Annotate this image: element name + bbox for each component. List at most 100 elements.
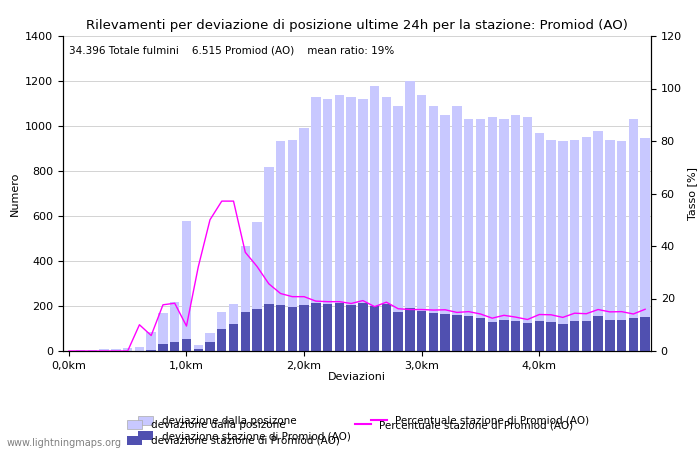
Bar bbox=[535, 133, 544, 351]
Bar bbox=[393, 311, 403, 351]
Bar bbox=[582, 137, 591, 351]
Bar bbox=[440, 115, 450, 351]
Bar bbox=[570, 140, 580, 351]
Bar bbox=[170, 342, 179, 351]
Bar bbox=[617, 140, 626, 351]
Bar bbox=[158, 313, 168, 351]
Title: Rilevamenti per deviazione di posizione ultime 24h per la stazione: Promiod (AO): Rilevamenti per deviazione di posizione … bbox=[86, 19, 628, 32]
Bar bbox=[640, 139, 650, 351]
Bar bbox=[217, 311, 227, 351]
Bar bbox=[405, 81, 414, 351]
Bar bbox=[182, 339, 191, 351]
X-axis label: Deviazioni: Deviazioni bbox=[328, 372, 386, 382]
Bar bbox=[629, 319, 638, 351]
Bar bbox=[546, 322, 556, 351]
Bar bbox=[252, 222, 262, 351]
Bar bbox=[428, 106, 438, 351]
Bar bbox=[358, 99, 368, 351]
Bar bbox=[134, 346, 144, 351]
Bar bbox=[382, 304, 391, 351]
Bar bbox=[123, 348, 132, 351]
Bar bbox=[558, 140, 568, 351]
Bar bbox=[276, 140, 286, 351]
Bar bbox=[582, 320, 591, 351]
Bar bbox=[605, 140, 615, 351]
Bar bbox=[205, 333, 215, 351]
Bar bbox=[417, 94, 426, 351]
Bar bbox=[193, 349, 203, 351]
Bar bbox=[370, 306, 379, 351]
Bar bbox=[241, 311, 250, 351]
Bar bbox=[311, 97, 321, 351]
Y-axis label: Tasso [%]: Tasso [%] bbox=[687, 167, 697, 220]
Bar bbox=[193, 346, 203, 351]
Bar bbox=[288, 307, 297, 351]
Bar bbox=[417, 310, 426, 351]
Bar bbox=[464, 119, 473, 351]
Bar bbox=[76, 350, 85, 351]
Bar bbox=[300, 305, 309, 351]
Bar bbox=[370, 86, 379, 351]
Bar bbox=[323, 304, 332, 351]
Bar bbox=[487, 117, 497, 351]
Bar bbox=[464, 316, 473, 351]
Legend: deviazione dalla posizone, deviazione stazione di Promiod (AO), Percentuale staz: deviazione dalla posizone, deviazione st… bbox=[134, 411, 594, 446]
Bar bbox=[605, 320, 615, 351]
Bar bbox=[88, 350, 97, 351]
Bar bbox=[264, 166, 274, 351]
Bar bbox=[358, 302, 368, 351]
Bar bbox=[241, 247, 250, 351]
Bar bbox=[111, 349, 120, 351]
Bar bbox=[452, 315, 462, 351]
Bar bbox=[640, 317, 650, 351]
Bar bbox=[558, 324, 568, 351]
Bar bbox=[217, 328, 227, 351]
Bar bbox=[499, 119, 509, 351]
Bar bbox=[594, 130, 603, 351]
Text: www.lightningmaps.org: www.lightningmaps.org bbox=[7, 438, 122, 448]
Bar bbox=[229, 324, 238, 351]
Bar bbox=[476, 119, 485, 351]
Bar bbox=[393, 106, 403, 351]
Bar bbox=[346, 305, 356, 351]
Bar bbox=[405, 308, 414, 351]
Text: 34.396 Totale fulmini    6.515 Promiod (AO)    mean ratio: 19%: 34.396 Totale fulmini 6.515 Promiod (AO)… bbox=[69, 45, 394, 55]
Bar bbox=[523, 117, 532, 351]
Bar bbox=[170, 302, 179, 351]
Y-axis label: Numero: Numero bbox=[10, 171, 20, 216]
Bar bbox=[158, 344, 168, 351]
Bar bbox=[311, 302, 321, 351]
Bar bbox=[276, 305, 286, 351]
Bar bbox=[535, 320, 544, 351]
Bar bbox=[182, 220, 191, 351]
Bar bbox=[300, 128, 309, 351]
Bar bbox=[99, 349, 109, 351]
Bar bbox=[382, 97, 391, 351]
Bar bbox=[452, 106, 462, 351]
Bar bbox=[335, 94, 344, 351]
Bar bbox=[487, 322, 497, 351]
Bar bbox=[594, 316, 603, 351]
Bar bbox=[205, 342, 215, 351]
Bar bbox=[511, 115, 521, 351]
Bar bbox=[288, 140, 297, 351]
Bar bbox=[440, 314, 450, 351]
Bar bbox=[252, 310, 262, 351]
Bar bbox=[146, 332, 156, 351]
Bar bbox=[629, 119, 638, 351]
Bar bbox=[264, 304, 274, 351]
Legend: deviazione dalla posizone, deviazione stazione di Promiod (AO), Percentuale staz: deviazione dalla posizone, deviazione st… bbox=[122, 416, 577, 450]
Bar bbox=[499, 320, 509, 351]
Bar bbox=[546, 140, 556, 351]
Bar bbox=[323, 99, 332, 351]
Bar bbox=[617, 320, 626, 351]
Bar bbox=[229, 304, 238, 351]
Bar bbox=[146, 350, 156, 351]
Bar bbox=[428, 313, 438, 351]
Bar bbox=[335, 302, 344, 351]
Bar bbox=[511, 320, 521, 351]
Bar bbox=[523, 323, 532, 351]
Bar bbox=[476, 319, 485, 351]
Bar bbox=[570, 320, 580, 351]
Bar bbox=[346, 97, 356, 351]
